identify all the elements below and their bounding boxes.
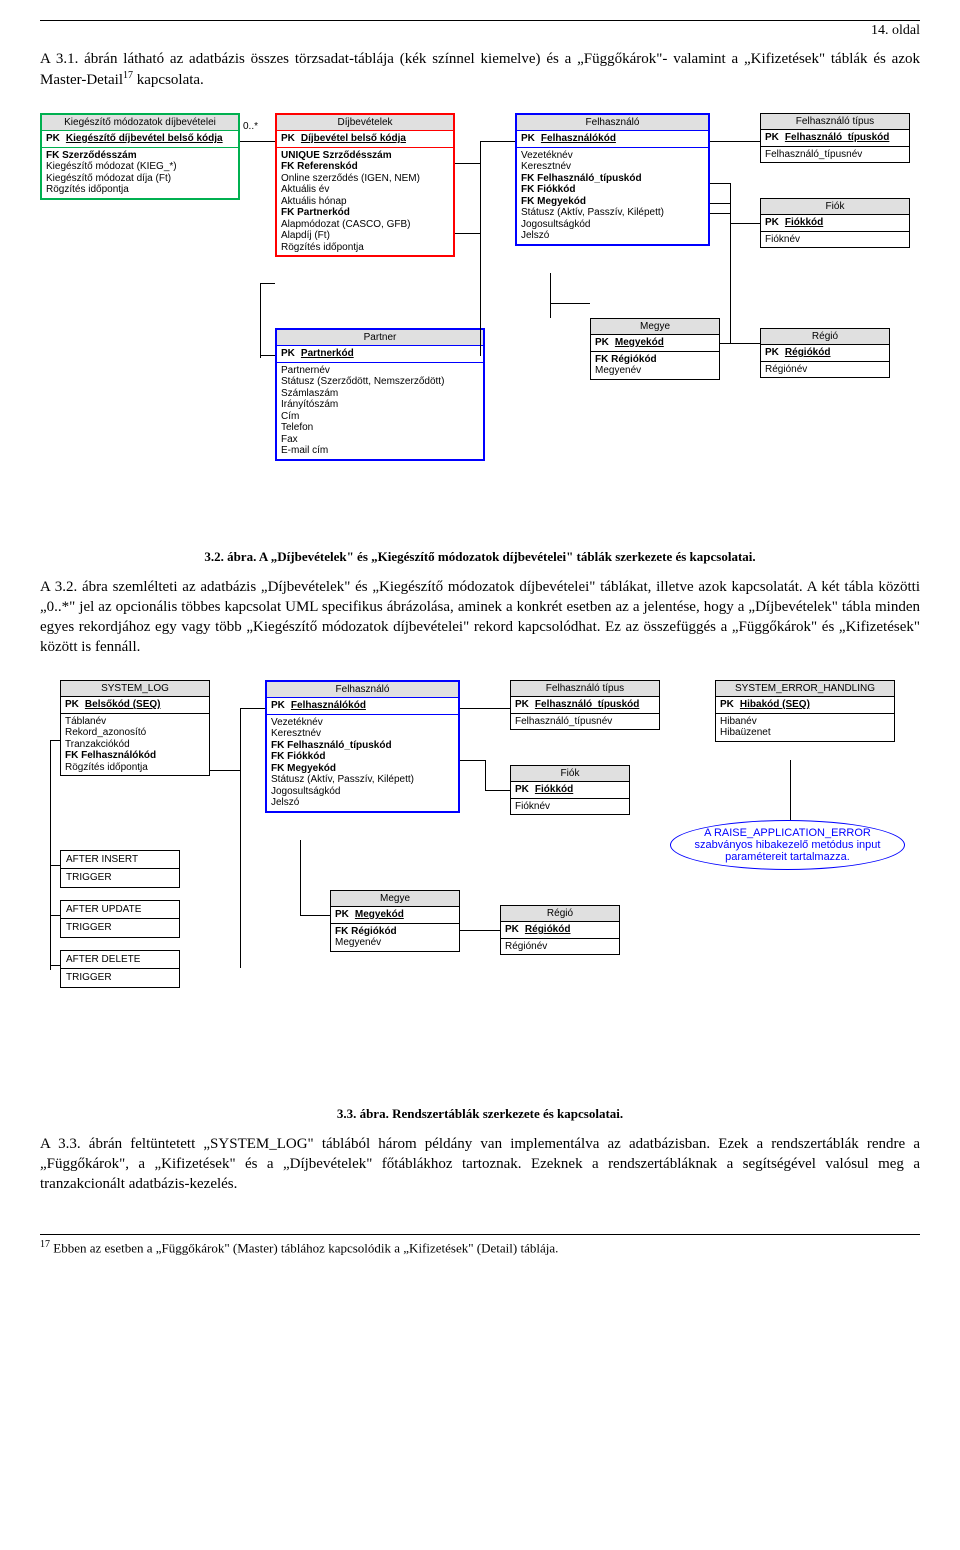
table-body: UNIQUE SzrződésszámFK ReferenskódOnline … [277,148,453,256]
table-regio-2: Régió PKRégiókód Régiónév [500,905,620,956]
table-body: VezetéknévKeresztnévFK Felhasználó_típus… [517,148,708,244]
paragraph-2: A 3.2. ábra szemlélteti az adatbázis „Dí… [40,577,920,658]
pk: Felhasználó_típuskód [785,132,889,143]
table-dijbevetelek: Díjbevételek PKDíjbevétel belső kódja UN… [275,113,455,258]
footnote-number: 17 [40,1239,50,1250]
trigger-type: TRIGGER [61,918,179,937]
pk: Megyekód [615,337,664,348]
trigger-after-insert: AFTER INSERT TRIGGER [60,850,180,888]
diagram-3-3: SYSTEM_LOG PKBelsőkód (SEQ) TáblanévReko… [40,670,920,1090]
table-body: HibanévHibaüzenet [716,714,894,741]
table-title: Fiók [511,766,629,783]
trigger-label: AFTER UPDATE [61,901,179,919]
table-body: Fióknév [761,232,909,248]
pk: Régiókód [525,924,571,935]
para1-tail: kapcsolata. [133,72,204,88]
trigger-after-delete: AFTER DELETE TRIGGER [60,950,180,988]
table-regio: Régió PKRégiókód Régiónév [760,328,890,379]
table-title: Felhasználó típus [511,681,659,698]
table-title: Megye [331,891,459,908]
page-number: 14. oldal [40,20,920,39]
pk: Felhasználókód [291,700,366,711]
error-note: A RAISE_APPLICATION_ERROR szabványos hib… [670,820,905,870]
table-title: SYSTEM_ERROR_HANDLING [716,681,894,698]
table-title: Partner [277,330,483,347]
table-system-error: SYSTEM_ERROR_HANDLING PKHibakód (SEQ) Hi… [715,680,895,742]
paragraph-1: A 3.1. ábrán látható az adatbázis összes… [40,49,920,91]
table-partner: Partner PKPartnerkód PartnernévStátusz (… [275,328,485,461]
trigger-label: AFTER INSERT [61,851,179,869]
table-body: PartnernévStátusz (Szerződött, Nemszerző… [277,363,483,459]
pk: Fiókkód [785,217,823,228]
table-title: Régió [501,906,619,923]
diagram-3-2: Kiegészítő módozatok díjbevételei PKKieg… [40,103,920,533]
table-title: Megye [591,319,719,336]
table-body: Felhasználó_típusnév [761,147,909,163]
table-title: Felhasználó [517,115,708,132]
cardinality-label: 0..* [243,121,258,132]
table-felhasznalo-tipus-2: Felhasználó típus PKFelhasználó_típuskód… [510,680,660,731]
pk: Felhasználókód [541,133,616,144]
footnote-ref: 17 [123,70,133,81]
trigger-after-update: AFTER UPDATE TRIGGER [60,900,180,938]
table-body: VezetéknévKeresztnévFK Felhasználó_típus… [267,715,458,811]
pk: Régiókód [785,347,831,358]
table-fiok-2: Fiók PKFiókkód Fióknév [510,765,630,816]
trigger-label: AFTER DELETE [61,951,179,969]
table-title: Díjbevételek [277,115,453,132]
pk: Fiókkód [535,784,573,795]
pk: Felhasználó_típuskód [535,699,639,710]
table-title: Fiók [761,199,909,216]
figure-caption-1: 3.2. ábra. A „Díjbevételek" és „Kiegészí… [40,549,920,565]
trigger-type: TRIGGER [61,968,179,987]
pk: Kiegészítő díjbevétel belső kódja [66,133,223,144]
table-body: FK RégiókódMegyenév [591,352,719,379]
table-body: Felhasználó_típusnév [511,714,659,730]
table-title: Régió [761,329,889,346]
table-body: Régiónév [501,939,619,955]
table-body: FK SzerződésszámKiegészítő módozat (KIEG… [42,148,238,198]
footnote-text: Ebben az esetben a „Függőkárok" (Master)… [50,1241,558,1256]
table-body: Régiónév [761,362,889,378]
table-felhasznalo: Felhasználó PKFelhasználókód VezetéknévK… [515,113,710,246]
figure-caption-2: 3.3. ábra. Rendszertáblák szerkezete és … [40,1106,920,1122]
pk: Belsőkód (SEQ) [85,699,161,710]
table-fiok: Fiók PKFiókkód Fióknév [760,198,910,249]
table-body: FK RégiókódMegyenév [331,924,459,951]
pk: Partnerkód [301,348,354,359]
trigger-type: TRIGGER [61,868,179,887]
table-body: Fióknév [511,799,629,815]
table-system-log: SYSTEM_LOG PKBelsőkód (SEQ) TáblanévReko… [60,680,210,777]
table-felhasznalo-tipus: Felhasználó típus PKFelhasználó_típuskód… [760,113,910,164]
table-felhasznalo-2: Felhasználó PKFelhasználókód VezetéknévK… [265,680,460,813]
table-megye: Megye PKMegyekód FK RégiókódMegyenév [590,318,720,380]
pk: Megyekód [355,909,404,920]
table-title: Kiegészítő módozatok díjbevételei [42,115,238,132]
pk: Hibakód (SEQ) [740,699,810,710]
table-kiegeszito: Kiegészítő módozatok díjbevételei PKKieg… [40,113,240,200]
paragraph-3: A 3.3. ábrán feltüntetett „SYSTEM_LOG" t… [40,1134,920,1195]
table-title: SYSTEM_LOG [61,681,209,698]
footnote: 17 Ebben az esetben a „Függőkárok" (Mast… [40,1234,920,1256]
table-title: Felhasználó [267,682,458,699]
pk: Díjbevétel belső kódja [301,133,406,144]
table-megye-2: Megye PKMegyekód FK RégiókódMegyenév [330,890,460,952]
table-title: Felhasználó típus [761,114,909,131]
table-body: TáblanévRekord_azonosítóTranzakciókódFK … [61,714,209,776]
